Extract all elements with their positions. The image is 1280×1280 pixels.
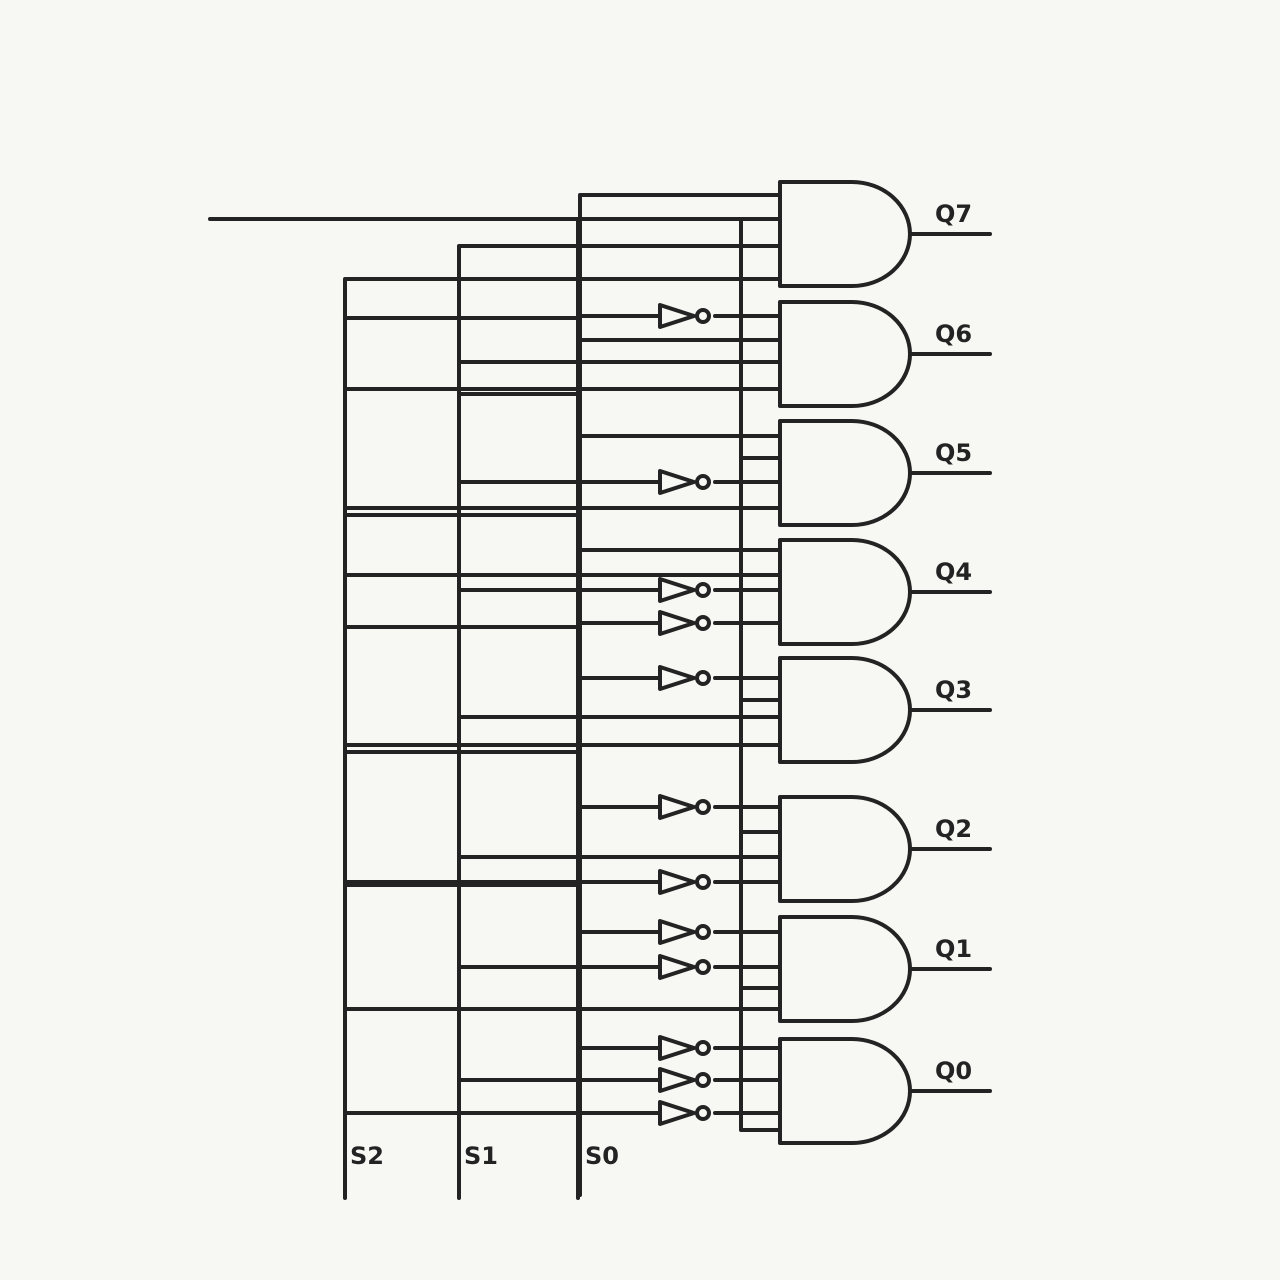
- and-gate-q2: [778, 795, 992, 903]
- labels: Q7 Q6 Q5 Q4 Q3 Q2 Q1 Q0 S2 S1 S0: [350, 200, 972, 1170]
- output-label-q5: Q5: [935, 439, 972, 467]
- select-label-s0: S0: [585, 1142, 619, 1170]
- inverter-3: [658, 577, 711, 603]
- output-label-q7: Q7: [935, 200, 972, 228]
- output-label-q4: Q4: [935, 558, 972, 586]
- output-label-q2: Q2: [935, 815, 972, 843]
- inverter-7: [658, 869, 711, 895]
- inverter-5: [658, 665, 711, 691]
- s1-bus-line: [457, 244, 780, 1200]
- and-gate-q4: [778, 538, 992, 646]
- inverter-2: [658, 469, 711, 495]
- select-label-s1: S1: [464, 1142, 498, 1170]
- and-gate-q3: [778, 656, 992, 764]
- inverter-10: [658, 1035, 711, 1061]
- output-label-q1: Q1: [935, 935, 972, 963]
- and-gate-q0: [778, 1037, 992, 1145]
- inverter-4: [658, 610, 711, 636]
- and-gate-q5: [778, 419, 992, 527]
- q2-input-wires: [343, 805, 780, 884]
- inverter-9: [658, 954, 711, 980]
- and-gate-q1: [778, 915, 992, 1023]
- enable-input-wire: [208, 193, 780, 1197]
- inverters: [658, 303, 711, 1126]
- and-gate-q6: [778, 300, 992, 408]
- select-label-s2: S2: [350, 1142, 384, 1170]
- inverter-1: [658, 303, 711, 329]
- and-gates: [778, 180, 992, 1145]
- inverter-6: [658, 794, 711, 820]
- q6-input-wires: [343, 314, 780, 391]
- q4-input-wires: [343, 548, 780, 625]
- output-label-q6: Q6: [935, 320, 972, 348]
- and-gate-q7: [778, 180, 992, 288]
- q5-input-wires: [343, 434, 780, 510]
- q0-input-wires: [343, 1046, 780, 1115]
- wiring-layer: [208, 193, 780, 1200]
- s2-bus-line: [343, 277, 780, 1200]
- rung-lines: [343, 316, 580, 1011]
- output-label-q3: Q3: [935, 676, 972, 704]
- input-collector-bus: [739, 217, 780, 1132]
- output-label-q0: Q0: [935, 1057, 972, 1085]
- q3-input-wires: [343, 676, 780, 747]
- inverter-12: [658, 1100, 711, 1126]
- q1-input-wires: [343, 930, 780, 1011]
- inverter-11: [658, 1067, 711, 1093]
- inverter-8: [658, 919, 711, 945]
